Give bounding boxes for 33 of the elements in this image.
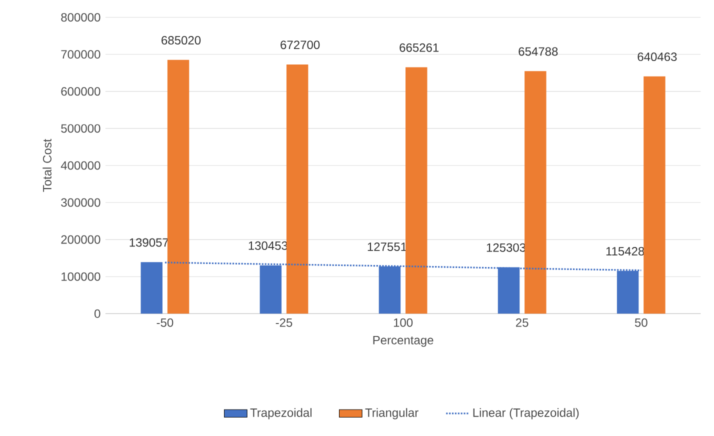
bar [286,64,308,314]
y-tick-label: 800000 [61,12,100,22]
x-tick-label: 50 [634,318,648,327]
data-label: 127551 [368,242,406,251]
data-label: 654788 [518,47,558,56]
bar [644,76,666,314]
y-tick-label: 400000 [60,161,100,170]
bar [524,70,546,314]
y-tick-label: 500000 [61,124,100,133]
data-label: 139057 [130,238,168,247]
x-axis-title: Percentage [373,336,434,347]
data-label: 130453 [248,241,288,250]
bar [406,67,428,314]
data-label: 685020 [162,36,201,44]
bar [140,262,162,314]
y-tick-label: 600000 [61,86,100,96]
bar [167,60,190,314]
data-label: 640463 [638,52,677,61]
y-tick-label: 300000 [61,198,100,207]
y-axis-title: Total Cost [42,138,52,192]
legend-label: Linear (Trapezoidal) [473,408,579,420]
y-tick-label: 0 [94,309,100,318]
x-tick-label: -25 [276,318,292,327]
x-tick-label: 25 [516,318,528,327]
legend-label: Triangular [365,408,418,420]
data-label: 672700 [280,40,320,49]
y-tick-label: 200000 [61,235,100,244]
x-tick-label: -50 [156,318,174,327]
legend-label: Trapezoidal [250,408,312,420]
data-label: 665261 [400,43,439,52]
y-tick-label: 100000 [62,272,100,281]
y-tick-label: 700000 [61,50,100,58]
x-tick-label: 100 [394,318,413,327]
